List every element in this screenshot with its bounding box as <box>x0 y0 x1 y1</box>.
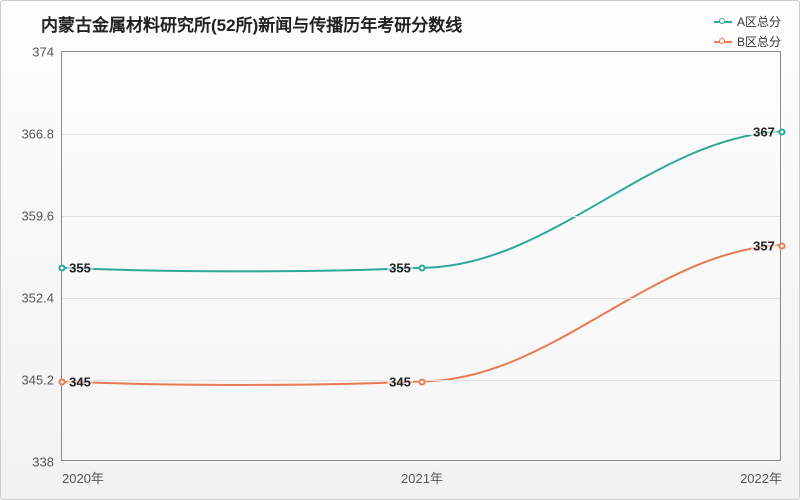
plot-area: 338345.2352.4359.6366.83742020年2021年2022… <box>61 51 781 461</box>
legend: A区总分 B区总分 <box>714 13 781 53</box>
y-tick-label: 345.2 <box>21 373 62 388</box>
legend-swatch <box>714 21 732 23</box>
gridline-h <box>62 216 780 217</box>
data-label: 355 <box>387 261 413 276</box>
legend-label: A区总分 <box>737 13 781 30</box>
y-tick-label: 338 <box>32 455 62 470</box>
data-label: 345 <box>387 375 413 390</box>
data-label: 357 <box>751 238 777 253</box>
y-tick-label: 352.4 <box>21 291 62 306</box>
data-marker <box>59 379 66 386</box>
chart-title: 内蒙古金属材料研究所(52所)新闻与传播历年考研分数线 <box>41 11 462 36</box>
chart-container: 内蒙古金属材料研究所(52所)新闻与传播历年考研分数线 A区总分 B区总分 338… <box>0 0 800 500</box>
legend-swatch <box>714 41 732 43</box>
legend-label: B区总分 <box>737 33 781 50</box>
data-label: 355 <box>67 261 93 276</box>
data-marker <box>779 242 786 249</box>
data-marker <box>59 265 66 272</box>
data-label: 345 <box>67 375 93 390</box>
line-layer <box>62 52 780 461</box>
y-tick-label: 359.6 <box>21 209 62 224</box>
x-tick-label: 2020年 <box>62 460 104 487</box>
y-tick-label: 366.8 <box>21 127 62 142</box>
gridline-h <box>62 134 780 135</box>
x-tick-label: 2022年 <box>740 460 782 487</box>
data-marker <box>779 128 786 135</box>
data-marker <box>419 265 426 272</box>
data-label: 367 <box>751 124 777 139</box>
data-marker <box>419 379 426 386</box>
series-line <box>62 132 780 272</box>
y-tick-label: 374 <box>32 45 62 60</box>
legend-item: A区总分 <box>714 13 781 30</box>
x-tick-label: 2021年 <box>401 460 443 487</box>
gridline-h <box>62 298 780 299</box>
legend-item: B区总分 <box>714 33 781 50</box>
